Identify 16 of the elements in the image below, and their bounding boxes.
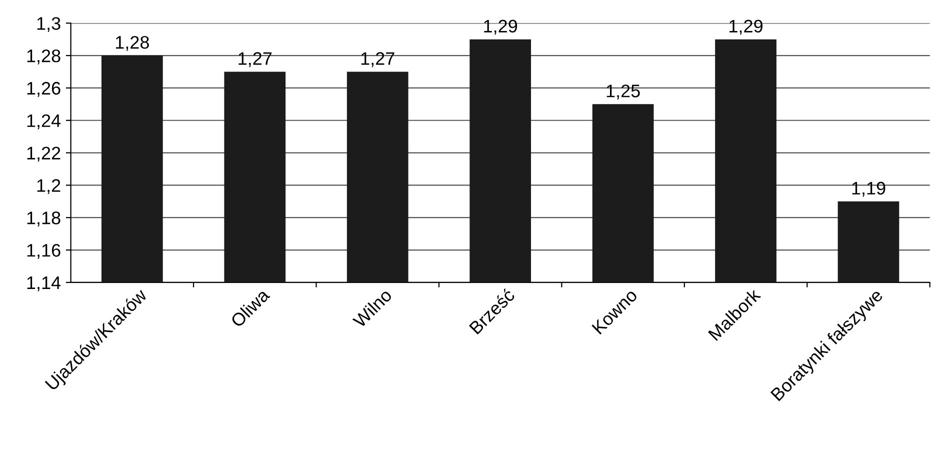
y-tick-label: 1,26 [27,82,60,97]
data-label: 1,29 [484,20,518,35]
y-tick-label: 1,24 [27,114,61,130]
data-label: 1,25 [606,84,640,100]
y-tick-label: 1,2 [37,179,60,194]
data-label: 1,28 [116,36,149,51]
y-tick-label: 1,3 [37,17,60,32]
y-tick-label: 1,22 [27,146,60,162]
data-label: 1,29 [730,20,762,35]
y-tick-label: 1,18 [27,212,60,226]
y-tick-label: 1,16 [27,244,60,259]
data-label: 1,19 [852,182,886,197]
y-tick-label: 1,14 [27,276,61,292]
y-tick-label: 1,28 [27,49,60,64]
data-label: 1,27 [361,52,394,68]
data-label: 1,27 [238,52,272,68]
